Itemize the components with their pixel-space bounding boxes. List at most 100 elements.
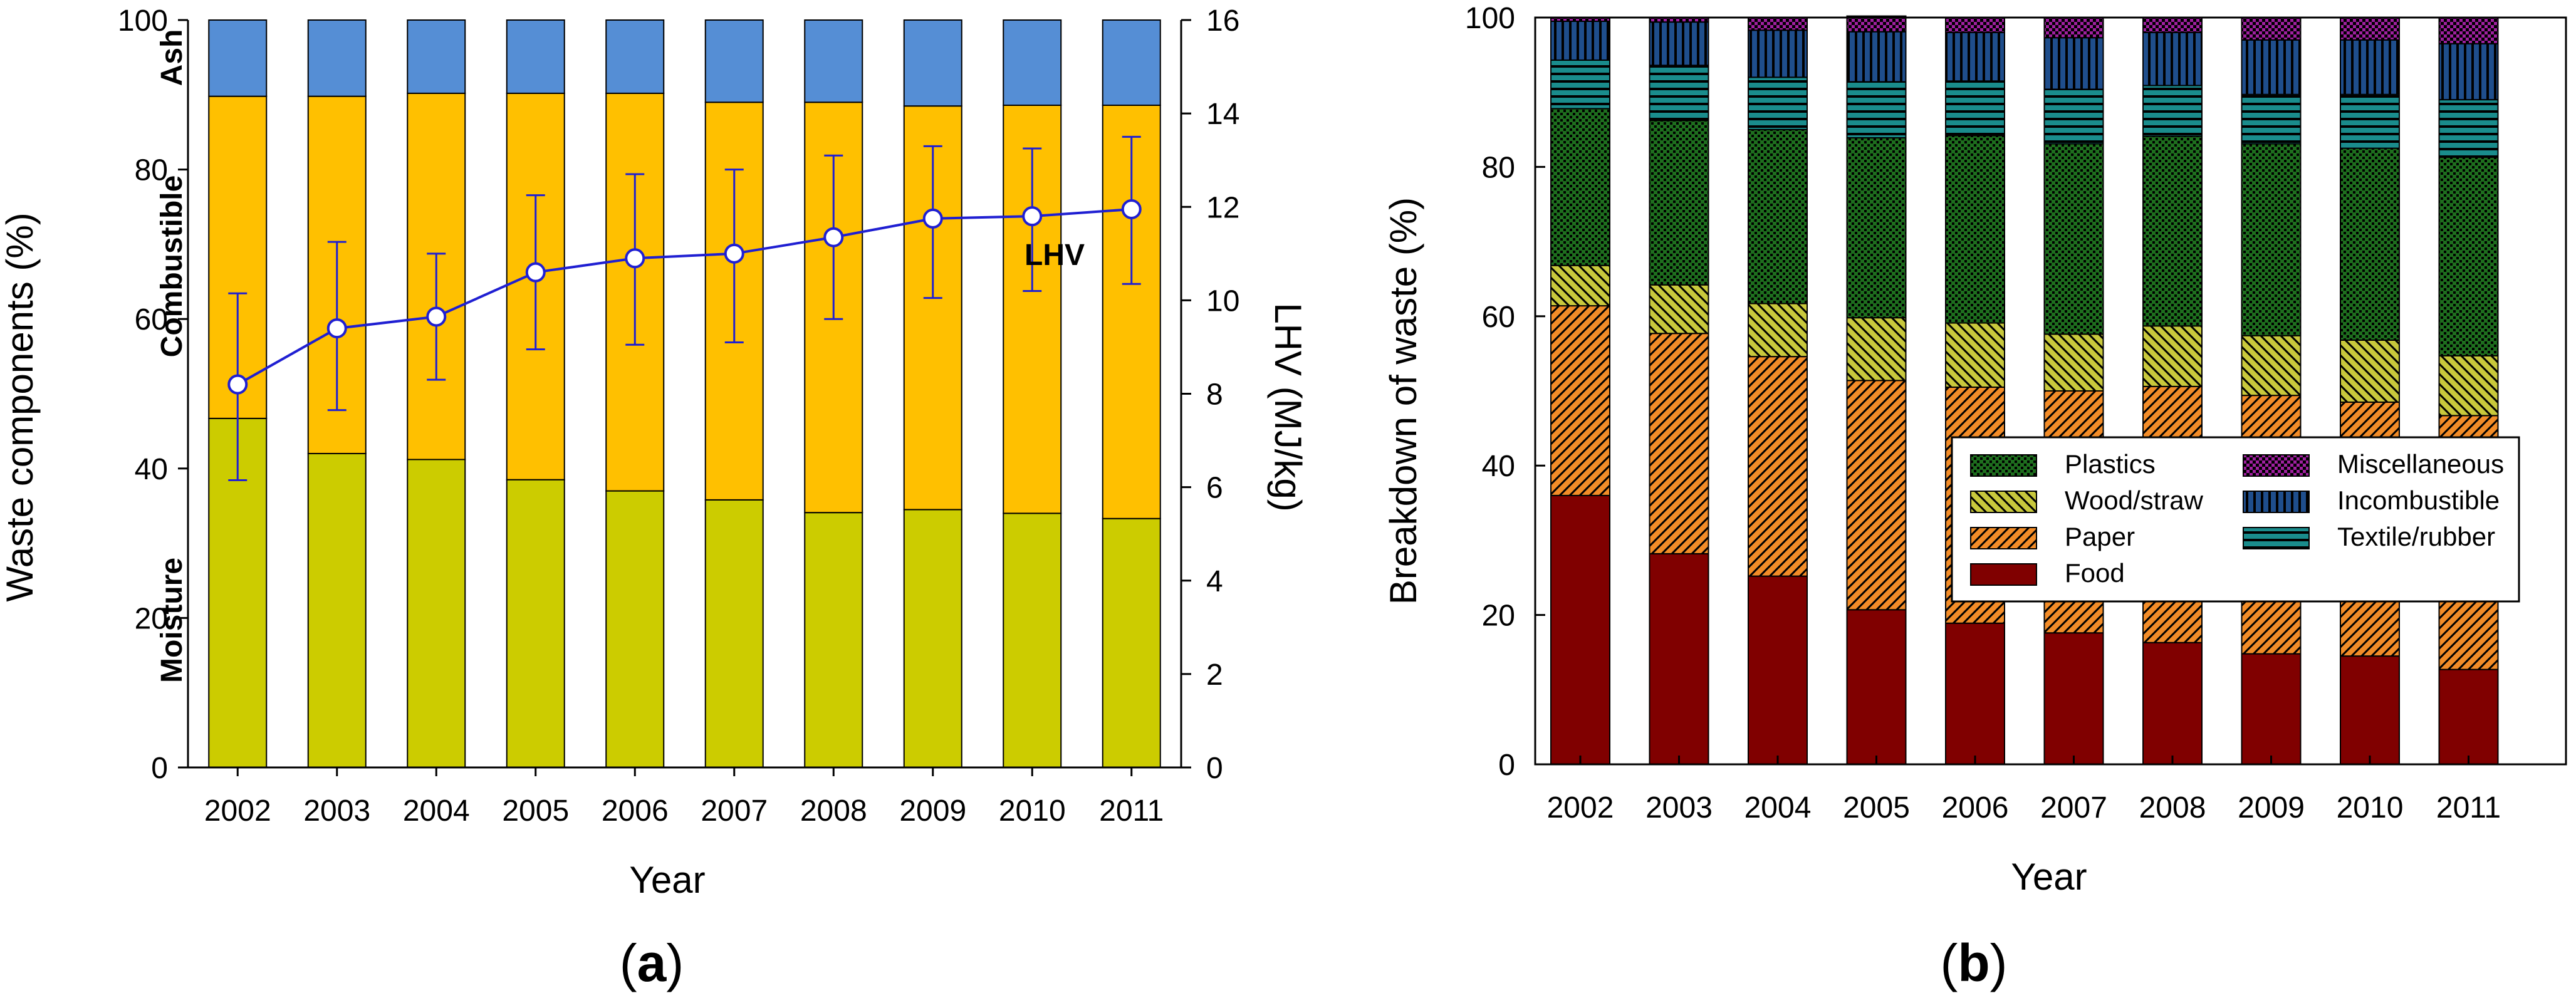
legend-label-wood-straw: Wood/straw [2065,486,2204,515]
bar-textile-rubber-2010 [2340,93,2400,149]
panel-a-y-tick-label-0: 0 [151,752,168,785]
bar-wood-straw-2004 [1748,303,1808,358]
panel-a-y2-tick-label-16: 16 [1206,4,1239,38]
bar-incombustible-2004 [1748,29,1808,78]
panel-b-axes [1534,16,2567,766]
bar-ash-2005 [506,19,565,94]
bar-ash-2006 [605,19,665,94]
panel-a-x-tick-label-2009: 2009 [899,794,966,828]
panel-b-x-tick-label-2011: 2011 [2436,791,2501,824]
panel-b-x-tick-label-2007: 2007 [2040,791,2107,824]
bar-wood-straw-2010 [2340,339,2400,403]
bar-textile-rubber-2009 [2241,93,2302,145]
panel-b-label-open: ( [1940,933,1958,992]
bar-plastics-2005 [1846,137,1907,319]
legend-label-textile-rubber: Textile/rubber [2337,522,2495,551]
panel-b-legend: Plastics Miscellaneous Wood/straw Incombust… [1951,436,2520,603]
bar-moisture-2009 [903,509,962,768]
bar-plastics-2009 [2241,143,2302,336]
bar-textile-rubber-2008 [2142,85,2203,137]
panel-a-y-tick-label-60: 60 [135,303,168,336]
legend-swatch-incombustible [2243,491,2310,513]
legend-swatch-wood-straw [1970,491,2037,513]
panel-a-y-tick-label-20: 20 [135,602,168,635]
panel-a-x-tick-label-2010: 2010 [999,794,1066,828]
bar-moisture-2005 [506,479,565,768]
panel-a-y2-tick-label-6: 6 [1206,472,1223,505]
bar-food-2011 [2438,668,2499,765]
bar-ash-2008 [804,19,863,103]
legend-label-miscellaneous: Miscellaneous [2337,449,2504,479]
bar-miscellaneous-2005 [1846,15,1907,33]
bar-plastics-2004 [1748,128,1808,304]
panel-b-tick-labels: 0 20 40 60 80 100 2002 2003 2004 2005 2006 2007 2008… [1465,2,2501,824]
panel-b-x-axis-title: Year [2011,856,2087,898]
bar-ash-2009 [903,19,962,107]
legend-swatch-miscellaneous [2243,454,2310,477]
panel-a-label: (a) [620,933,684,992]
bar-plastics-2008 [2142,135,2203,327]
panel-a-x-tick-label-2008: 2008 [800,794,867,828]
bar-incombustible-2008 [2142,31,2203,86]
panel-a-label-combustible: Combustible [155,175,189,358]
bar-textile-rubber-2006 [1945,80,2005,137]
panel-a-label-open: ( [620,933,637,992]
bar-miscellaneous-2008 [2142,17,2203,33]
lhv-point-2009 [922,208,943,229]
panel-a-y2-tick-label-8: 8 [1206,378,1223,412]
panel-b-x-tick-label-2009: 2009 [2238,791,2305,824]
bar-wood-straw-2002 [1550,264,1610,307]
panel-a-x-tick-label-2002: 2002 [204,794,271,828]
bar-ash-2004 [407,19,466,94]
bar-plastics-2003 [1649,120,1709,286]
bar-textile-rubber-2002 [1550,59,1610,110]
legend-label-plastics: Plastics [2065,449,2156,479]
panel-b-label-close: ) [1990,933,2008,992]
bar-food-2006 [1945,622,2005,765]
bar-food-2003 [1649,553,1709,766]
bar-ash-2007 [704,19,764,103]
panel-b-bars [1550,15,2499,766]
lhv-point-2006 [625,248,645,269]
bar-textile-rubber-2004 [1748,76,1808,130]
panel-a-tick-labels: 0 20 40 60 80 100 0 2 4 6 8 10 12 14 16 2002 2003 2004 200… [118,4,1239,828]
panel-a-y2-tick-label-0: 0 [1206,752,1223,785]
bar-combustible-2009 [903,105,962,511]
bar-miscellaneous-2007 [2043,17,2104,39]
bar-incombustible-2006 [1945,31,2005,82]
panel-b-y-axis-title: Breakdown of waste (%) [1382,197,1424,605]
bar-moisture-2010 [1003,512,1062,768]
legend-swatch-food [1970,563,2037,586]
bar-wood-straw-2005 [1846,317,1907,382]
bar-moisture-2008 [804,512,863,768]
bar-paper-2004 [1748,356,1808,577]
lhv-line [237,207,1132,386]
lhv-point-2002 [227,374,248,395]
panel-a-chart: 0 20 40 60 80 100 0 2 4 6 8 10 12 14 16 2002 2003 2004 200… [0,4,1309,992]
panel-b-y-tick-label-0: 0 [1498,749,1515,782]
bar-food-2009 [2241,653,2302,765]
bar-miscellaneous-2011 [2438,17,2499,44]
panel-a-y2-tick-label-4: 4 [1206,565,1223,598]
bar-food-2004 [1748,575,1808,766]
panel-a-label-close: ) [666,933,684,992]
bar-incombustible-2011 [2438,43,2499,101]
bar-wood-straw-2007 [2043,333,2104,392]
bar-incombustible-2002 [1550,20,1610,61]
panel-a-axes [178,19,1191,776]
panel-b-x-tick-label-2006: 2006 [1942,791,2009,824]
lhv-point-2010 [1022,206,1043,227]
panel-a-x-tick-label-2006: 2006 [602,794,669,828]
bar-food-2002 [1550,494,1610,765]
lhv-point-2004 [426,306,447,327]
bar-miscellaneous-2006 [1945,17,2005,33]
panel-b-y-tick-label-60: 60 [1482,301,1515,334]
panel-a-x-axis-title: Year [629,859,705,901]
panel-a-y2-tick-label-14: 14 [1206,98,1239,131]
lhv-point-2011 [1121,199,1142,219]
bar-miscellaneous-2009 [2241,17,2302,41]
panel-a-label-moisture: Moisture [155,558,189,683]
bar-moisture-2011 [1102,517,1161,769]
bar-textile-rubber-2011 [2438,99,2499,158]
panel-a-x-tick-label-2005: 2005 [502,794,569,828]
